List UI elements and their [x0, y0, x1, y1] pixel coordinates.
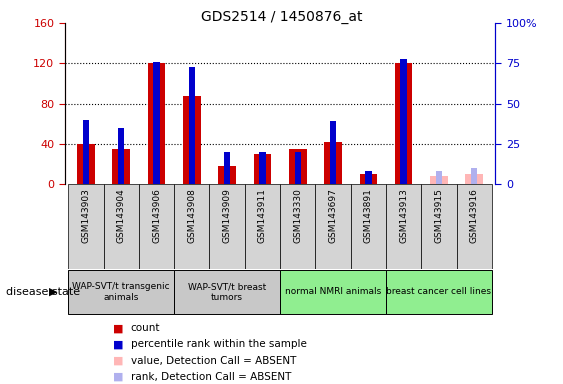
- Text: ▶: ▶: [49, 287, 58, 297]
- Bar: [436, 171, 442, 184]
- Text: GSM143330: GSM143330: [293, 189, 302, 243]
- Text: ■: ■: [113, 356, 123, 366]
- Bar: [209, 184, 245, 269]
- Bar: [183, 96, 200, 184]
- Text: percentile rank within the sample: percentile rank within the sample: [131, 339, 306, 349]
- Bar: [113, 149, 130, 184]
- Text: GSM143904: GSM143904: [117, 189, 126, 243]
- Bar: [224, 152, 230, 184]
- Text: GSM143697: GSM143697: [329, 189, 338, 243]
- Text: breast cancer cell lines: breast cancer cell lines: [386, 287, 491, 296]
- Bar: [386, 184, 421, 269]
- Bar: [153, 62, 160, 184]
- Text: GSM143909: GSM143909: [222, 189, 231, 243]
- Bar: [351, 184, 386, 269]
- Text: GSM143903: GSM143903: [82, 189, 91, 243]
- Text: ■: ■: [113, 339, 123, 349]
- Text: GSM143908: GSM143908: [187, 189, 196, 243]
- Bar: [395, 63, 413, 184]
- Bar: [289, 149, 307, 184]
- Bar: [280, 184, 315, 269]
- Bar: [400, 58, 407, 184]
- Bar: [253, 154, 271, 184]
- Text: WAP-SVT/t breast
tumors: WAP-SVT/t breast tumors: [188, 282, 266, 301]
- Bar: [139, 184, 174, 269]
- Bar: [174, 270, 280, 314]
- Bar: [466, 174, 483, 184]
- Text: normal NMRI animals: normal NMRI animals: [285, 287, 381, 296]
- Text: GSM143916: GSM143916: [470, 189, 479, 243]
- Text: ■: ■: [113, 323, 123, 333]
- Text: rank, Detection Call = ABSENT: rank, Detection Call = ABSENT: [131, 372, 291, 382]
- Bar: [218, 166, 236, 184]
- Bar: [324, 142, 342, 184]
- Bar: [83, 120, 89, 184]
- Bar: [457, 184, 492, 269]
- Bar: [174, 184, 209, 269]
- Bar: [77, 144, 95, 184]
- Bar: [294, 152, 301, 184]
- Text: GSM143913: GSM143913: [399, 189, 408, 243]
- Text: ■: ■: [113, 372, 123, 382]
- Text: GSM143915: GSM143915: [435, 189, 444, 243]
- Text: value, Detection Call = ABSENT: value, Detection Call = ABSENT: [131, 356, 296, 366]
- Bar: [430, 176, 448, 184]
- Bar: [365, 171, 372, 184]
- Bar: [189, 66, 195, 184]
- Bar: [260, 152, 266, 184]
- Text: GDS2514 / 1450876_at: GDS2514 / 1450876_at: [201, 10, 362, 23]
- Bar: [148, 63, 166, 184]
- Text: WAP-SVT/t transgenic
animals: WAP-SVT/t transgenic animals: [73, 282, 170, 301]
- Bar: [386, 270, 492, 314]
- Bar: [280, 270, 386, 314]
- Bar: [471, 168, 477, 184]
- Bar: [421, 184, 457, 269]
- Text: GSM143891: GSM143891: [364, 189, 373, 243]
- Bar: [330, 121, 336, 184]
- Text: disease state: disease state: [6, 287, 80, 297]
- Text: count: count: [131, 323, 160, 333]
- Bar: [315, 184, 351, 269]
- Bar: [360, 174, 377, 184]
- Bar: [104, 184, 139, 269]
- Text: GSM143911: GSM143911: [258, 189, 267, 243]
- Bar: [245, 184, 280, 269]
- Text: GSM143906: GSM143906: [152, 189, 161, 243]
- Bar: [68, 270, 174, 314]
- Bar: [68, 184, 104, 269]
- Bar: [118, 128, 124, 184]
